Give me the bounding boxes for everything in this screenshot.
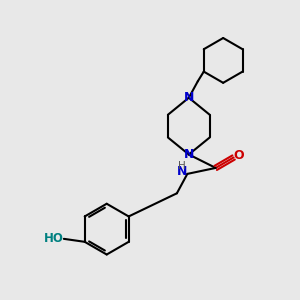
Text: N: N (177, 165, 187, 178)
Text: HO: HO (44, 232, 64, 245)
Text: N: N (184, 91, 194, 104)
Text: N: N (184, 148, 194, 161)
Text: O: O (234, 149, 244, 163)
Text: H: H (178, 160, 186, 170)
